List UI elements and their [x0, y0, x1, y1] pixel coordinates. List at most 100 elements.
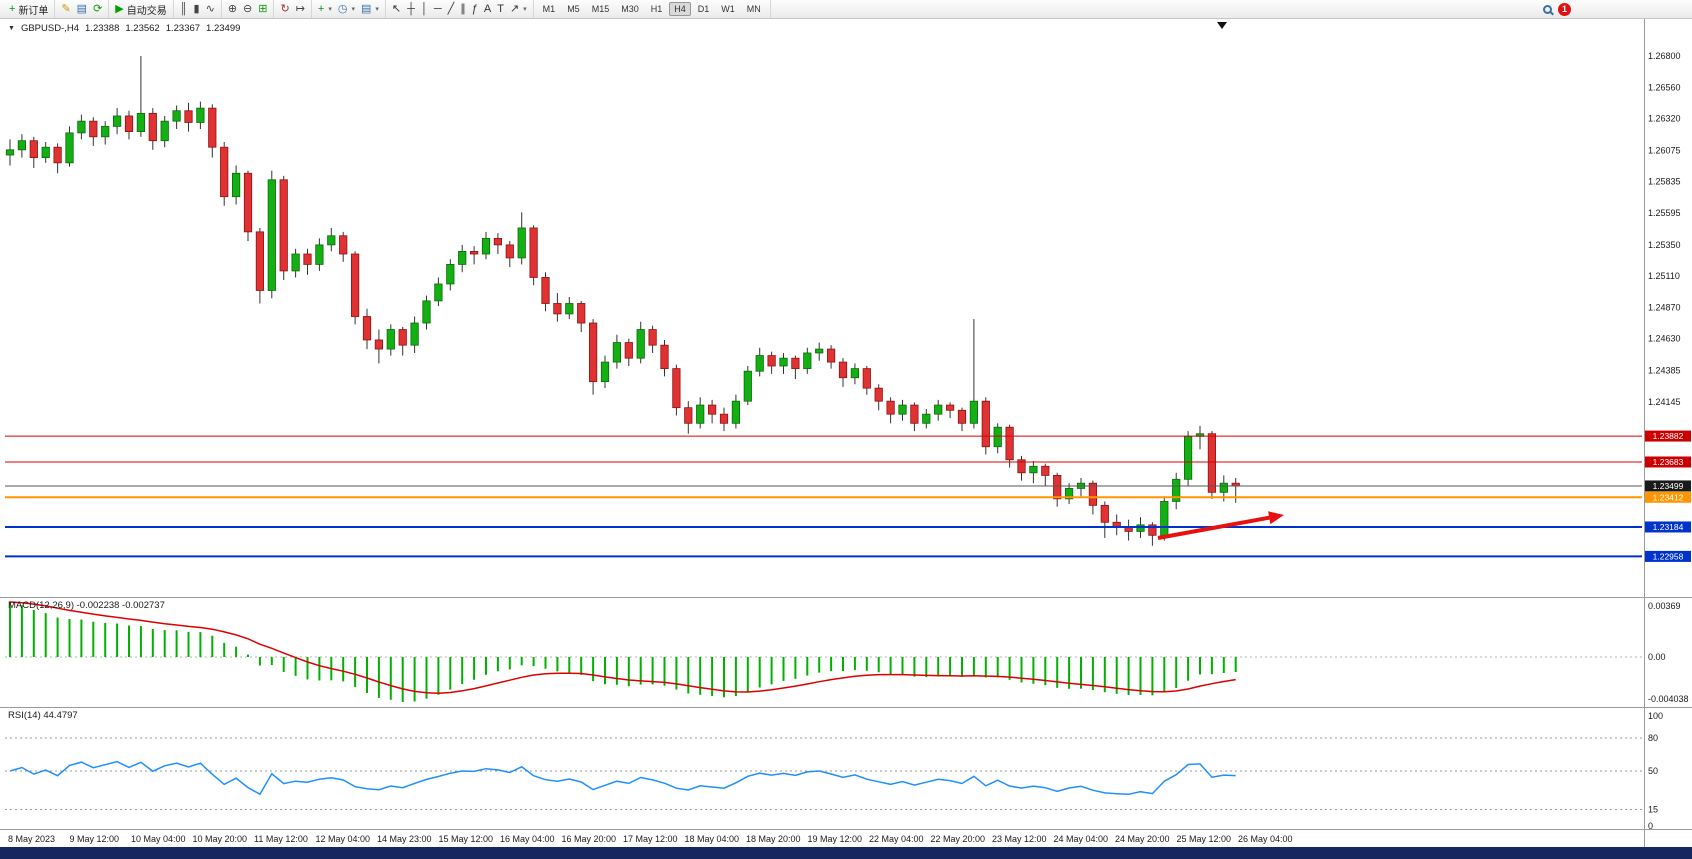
- svg-text:0: 0: [1648, 821, 1653, 831]
- svg-text:0.00369: 0.00369: [1648, 601, 1681, 611]
- metaeditor-button[interactable]: ✎: [59, 1, 72, 17]
- candle: [89, 117, 98, 146]
- candle: [660, 339, 669, 377]
- timeframe-m15-button[interactable]: M15: [591, 4, 610, 14]
- horizontal-line-1.22958[interactable]: 1.22958: [5, 550, 1691, 562]
- svg-text:1.25350: 1.25350: [1648, 240, 1681, 250]
- crosshair-icon: ┼: [407, 2, 415, 15]
- trend-arrow-annotation[interactable]: [1157, 511, 1284, 540]
- text-label-button[interactable]: T: [495, 1, 506, 17]
- refresh-button[interactable]: ⟳: [91, 1, 104, 17]
- arrows-button[interactable]: ↗ ▾: [508, 1, 529, 17]
- candle: [434, 277, 443, 307]
- new-order-button-label: 新订单: [18, 5, 49, 17]
- svg-text:1.24385: 1.24385: [1648, 366, 1681, 376]
- candlestick-icon: ▮: [193, 2, 200, 15]
- price-shift-marker[interactable]: [1217, 22, 1227, 29]
- candle: [327, 227, 336, 252]
- horizontal-line-1.23683[interactable]: 1.23683: [5, 456, 1691, 468]
- candle: [1184, 431, 1193, 486]
- vertical-line-button[interactable]: │: [419, 1, 430, 17]
- charts-button[interactable]: ▤: [75, 1, 89, 17]
- candle: [1041, 463, 1050, 486]
- fibonacci-button[interactable]: ƒ: [470, 1, 480, 17]
- candle: [946, 402, 955, 419]
- indicators-button[interactable]: + ▾: [316, 1, 334, 17]
- candle: [53, 143, 62, 174]
- trendline-button[interactable]: ╱: [446, 1, 457, 17]
- autotrading-button[interactable]: ▶ 自动交易: [113, 1, 168, 17]
- candle: [767, 351, 776, 374]
- tile-windows-button[interactable]: ⊞: [256, 1, 269, 17]
- candle: [410, 316, 419, 353]
- svg-text:26 May 04:00: 26 May 04:00: [1238, 834, 1293, 844]
- candle: [815, 342, 824, 361]
- bar-chart-button[interactable]: ║: [178, 1, 190, 17]
- candle: [350, 251, 360, 325]
- rsi-line: [9, 760, 1236, 796]
- candlestick-button[interactable]: ▮: [192, 1, 202, 17]
- candle: [386, 324, 395, 356]
- timeframe-m1-button[interactable]: M1: [542, 4, 556, 14]
- line-chart-button[interactable]: ∿: [204, 1, 217, 17]
- vertical-line-icon: │: [420, 2, 428, 15]
- bottom-scrollbar[interactable]: [0, 847, 1692, 859]
- candle: [779, 352, 788, 374]
- chart-shift-button[interactable]: ↦: [294, 1, 307, 17]
- horizontal-line-1.23184[interactable]: 1.23184: [5, 521, 1691, 533]
- candle: [577, 300, 586, 333]
- chart-menu-icon[interactable]: ▼: [8, 25, 15, 32]
- svg-text:16 May 20:00: 16 May 20:00: [562, 834, 617, 844]
- rsi-indicator-label: RSI(14) 44.4797: [8, 710, 78, 721]
- candle: [303, 248, 312, 275]
- candle: [612, 334, 622, 369]
- svg-text:15 May 12:00: 15 May 12:00: [439, 834, 494, 844]
- channel-button[interactable]: ∥: [458, 1, 468, 17]
- horizontal-line-1.23882[interactable]: 1.23882: [5, 430, 1691, 442]
- chart-title: ▼ GBPUSD-,H4 1.23388 1.23562 1.23367 1.2…: [8, 23, 240, 34]
- periods-button[interactable]: ◷ ▾: [336, 1, 357, 17]
- timeframe-h4-button[interactable]: H4: [669, 2, 691, 16]
- horizontal-line-button[interactable]: ─: [432, 1, 444, 17]
- new-order-button[interactable]: + 新订单: [7, 1, 50, 17]
- price-badge: [1645, 480, 1691, 492]
- crosshair-button[interactable]: ┼: [405, 1, 417, 17]
- svg-text:0.00: 0.00: [1648, 652, 1666, 662]
- price-badge: [1645, 491, 1691, 503]
- autotrading-play-icon: ▶: [115, 2, 124, 15]
- candle: [624, 338, 633, 366]
- timeframe-h1-button[interactable]: H1: [650, 4, 663, 14]
- svg-text:1.23882: 1.23882: [1653, 431, 1684, 441]
- candle: [184, 102, 193, 132]
- notification-badge[interactable]: 1: [1556, 1, 1573, 17]
- main-toolbar: + 新订单 ✎ ▤ ⟳ ▶ 自动交易 ║ ▮ ∿ ⊕ ⊖ ⊞ ↻ ↦ + ▾ ◷ ▾ ▤ ▾ ↖ ┼ │ ─ ╱ ∥ ƒ A T ↗ ▾ M1 M…: [0, 0, 1692, 19]
- candle: [517, 212, 526, 265]
- text-button[interactable]: A: [482, 1, 493, 17]
- candle: [291, 248, 300, 278]
- search-button[interactable]: [1541, 1, 1554, 17]
- zoom-in-button[interactable]: ⊕: [226, 1, 239, 17]
- candle: [672, 364, 681, 416]
- svg-text:14 May 23:00: 14 May 23:00: [377, 834, 432, 844]
- candle: [77, 114, 86, 140]
- auto-scroll-button[interactable]: ↻: [278, 1, 291, 17]
- candle: [458, 244, 467, 273]
- svg-text:9 May 12:00: 9 May 12:00: [70, 834, 120, 844]
- timeframe-w1-button[interactable]: W1: [721, 4, 735, 14]
- zoom-out-button[interactable]: ⊖: [241, 1, 254, 17]
- horizontal-line-1.23412[interactable]: 1.23412: [5, 491, 1691, 503]
- timeframe-d1-button[interactable]: D1: [697, 4, 710, 14]
- candle: [339, 231, 348, 262]
- timeframe-mn-button[interactable]: MN: [746, 4, 761, 14]
- candle: [838, 358, 848, 387]
- horizontal-line-1.23499[interactable]: 1.23499: [5, 480, 1691, 492]
- svg-text:17 May 12:00: 17 May 12:00: [623, 834, 678, 844]
- candle: [172, 105, 181, 129]
- ohlc-high: 1.23562: [125, 23, 160, 34]
- timeframe-m5-button[interactable]: M5: [567, 4, 580, 14]
- candle: [1172, 472, 1181, 510]
- templates-button[interactable]: ▤ ▾: [359, 1, 381, 17]
- timeframe-m30-button[interactable]: M30: [621, 4, 639, 14]
- cursor-button[interactable]: ↖: [390, 1, 403, 17]
